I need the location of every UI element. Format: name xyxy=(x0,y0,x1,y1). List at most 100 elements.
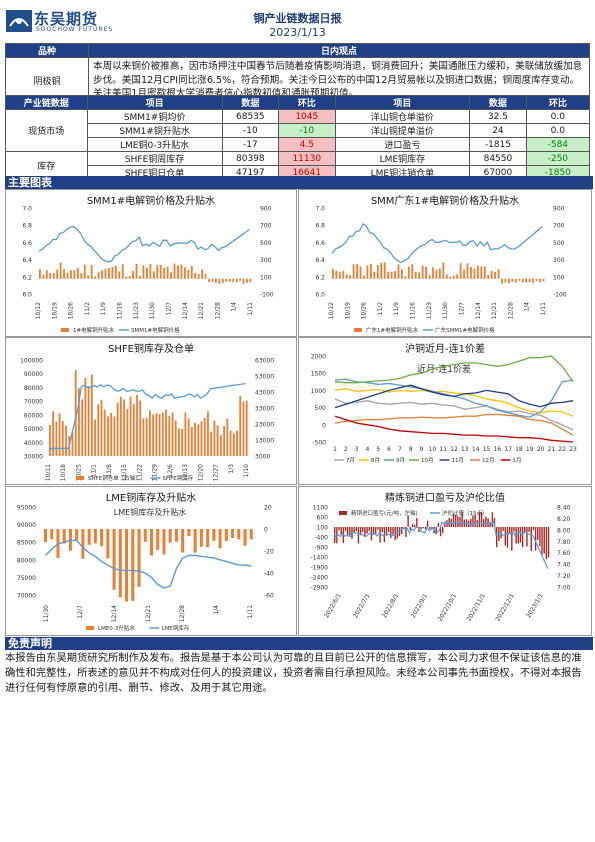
warrant-bar xyxy=(126,409,129,456)
industry-cell-value2: 32.5 xyxy=(469,109,527,124)
pl-bar xyxy=(446,520,448,527)
pl-bar xyxy=(377,527,379,530)
x-tick: 12/21 xyxy=(491,302,498,319)
x-tick: 21 xyxy=(548,446,556,453)
pl-bar xyxy=(541,527,543,555)
pl-bar xyxy=(521,527,524,548)
premium-bar xyxy=(59,262,62,279)
industry-cell-change2: -250 xyxy=(525,151,591,166)
warrant-bar xyxy=(210,431,213,456)
premium-bar xyxy=(197,273,200,279)
warrant-bar xyxy=(116,402,119,456)
industry-cell-change2: 0.0 xyxy=(525,109,591,124)
stock-line xyxy=(49,382,246,449)
industry-cell-value: 68535 xyxy=(221,109,280,124)
spread-line xyxy=(334,398,574,431)
y-right-tick: 0 xyxy=(264,527,268,534)
chart-title: SMM广东1#电解铜价格及升贴水 xyxy=(370,196,520,207)
x-tick: 12/28 xyxy=(179,605,186,622)
x-tick: 18 xyxy=(515,446,523,453)
premium-bar xyxy=(535,278,538,281)
pl-bar xyxy=(543,527,545,554)
x-tick: 11/2 xyxy=(377,302,384,316)
warrant-bar xyxy=(145,417,148,456)
x-tick: 11/23 xyxy=(426,302,433,319)
premium-bar xyxy=(376,265,379,279)
premium-bar xyxy=(108,268,110,279)
legend-label: 7月 xyxy=(346,457,355,464)
warrant-bar xyxy=(123,399,125,456)
y-right-tick: 900 xyxy=(260,206,272,213)
warrant-bar xyxy=(52,411,55,456)
y-right-tick: 8.40 xyxy=(557,505,571,512)
premium-bar xyxy=(242,278,245,284)
pl-bar xyxy=(372,527,375,534)
legend-label: LME0-3升贴水 xyxy=(98,624,135,632)
premium-bar xyxy=(442,262,445,279)
y-left-tick: 2000 xyxy=(311,354,326,361)
x-tick: 10/26 xyxy=(361,302,368,319)
premium-bar xyxy=(473,268,476,279)
industry-header-6: 环比 xyxy=(525,95,591,110)
industry-cell-value: 80398 xyxy=(221,151,280,166)
x-tick: 12/21 xyxy=(145,605,152,622)
pl-bar xyxy=(519,527,522,543)
y-right-tick: 300 xyxy=(553,257,565,264)
premium-bar xyxy=(70,270,72,279)
x-tick: 11/1 xyxy=(91,464,98,478)
premium-bar xyxy=(168,529,172,543)
premium-bar xyxy=(80,273,83,279)
warrant-bar xyxy=(84,377,87,456)
premium-bar xyxy=(94,276,97,279)
warrant-bar xyxy=(168,415,171,456)
industry-cell-value2: -1815 xyxy=(469,137,527,152)
premium-bar xyxy=(342,270,345,279)
premium-bar xyxy=(111,267,114,279)
pl-bar xyxy=(534,527,537,551)
premium-bar xyxy=(239,278,241,281)
industry-cell-value2: 24 xyxy=(469,123,527,138)
x-tick: 23 xyxy=(569,446,577,453)
premium-bar xyxy=(73,270,76,279)
y-right-tick: 500 xyxy=(260,240,272,247)
x-tick: 1 xyxy=(333,446,337,453)
industry-cell-item: SHFE铜周库存 xyxy=(86,151,223,166)
y-right-tick: 900 xyxy=(553,206,565,213)
disclaimer-text: 本报告由东吴期货研究所制作及发布。报告是基于本公司认为可靠的且目前已公开的信息撰… xyxy=(5,652,582,694)
x-tick: 2 xyxy=(344,446,348,453)
premium-bar xyxy=(490,270,493,279)
pl-bar xyxy=(390,527,392,538)
warrant-bar xyxy=(178,428,180,456)
report-date: 2023/1/13 xyxy=(269,26,326,39)
report-title: 铜产业链数据日报 xyxy=(253,12,342,25)
warrant-bar xyxy=(129,396,132,456)
pl-bar xyxy=(452,513,455,527)
premium-bar xyxy=(338,271,341,279)
warrant-bar xyxy=(245,400,248,456)
x-tick: 2022/6/1 xyxy=(323,592,343,619)
chart-shfe-stock: SHFE铜库存及仓单 100000 90000 80000 70000 60000 500… xyxy=(5,337,297,485)
premium-bar xyxy=(156,529,160,550)
warrant-bar xyxy=(181,428,184,456)
premium-bar xyxy=(401,269,403,279)
pl-bar xyxy=(437,522,440,527)
industry-body: 现货市场 SMM1#铜均价 68535 1045 洋山铜仓单溢价 32.5 0.0 SMM1#… xyxy=(5,109,591,180)
y-right-tick: 700 xyxy=(260,223,272,230)
y-left-tick: 6.4 xyxy=(22,257,32,264)
legend-swatch xyxy=(86,626,94,630)
warrant-bar xyxy=(94,419,96,456)
premium-bar xyxy=(211,278,214,282)
warrant-bar xyxy=(219,435,222,456)
industry-cell-item2: 进口盈亏 xyxy=(334,137,471,152)
pl-bar xyxy=(368,527,370,531)
x-tick: 7 xyxy=(398,446,402,453)
premium-bar xyxy=(204,273,207,279)
y-left-tick: 1100 xyxy=(313,505,328,512)
premium-bar xyxy=(199,529,203,547)
pl-bar xyxy=(483,519,485,527)
pl-bar xyxy=(504,527,507,546)
chart-import-ratio: 精炼铜进口盈亏及沪伦比值 1100 600 100 -400 -900 -1400 -190… xyxy=(298,486,592,636)
y-right-tick: 33000 xyxy=(255,406,274,413)
x-tick: 11/16 xyxy=(117,302,124,319)
x-tick: 16 xyxy=(493,446,501,453)
